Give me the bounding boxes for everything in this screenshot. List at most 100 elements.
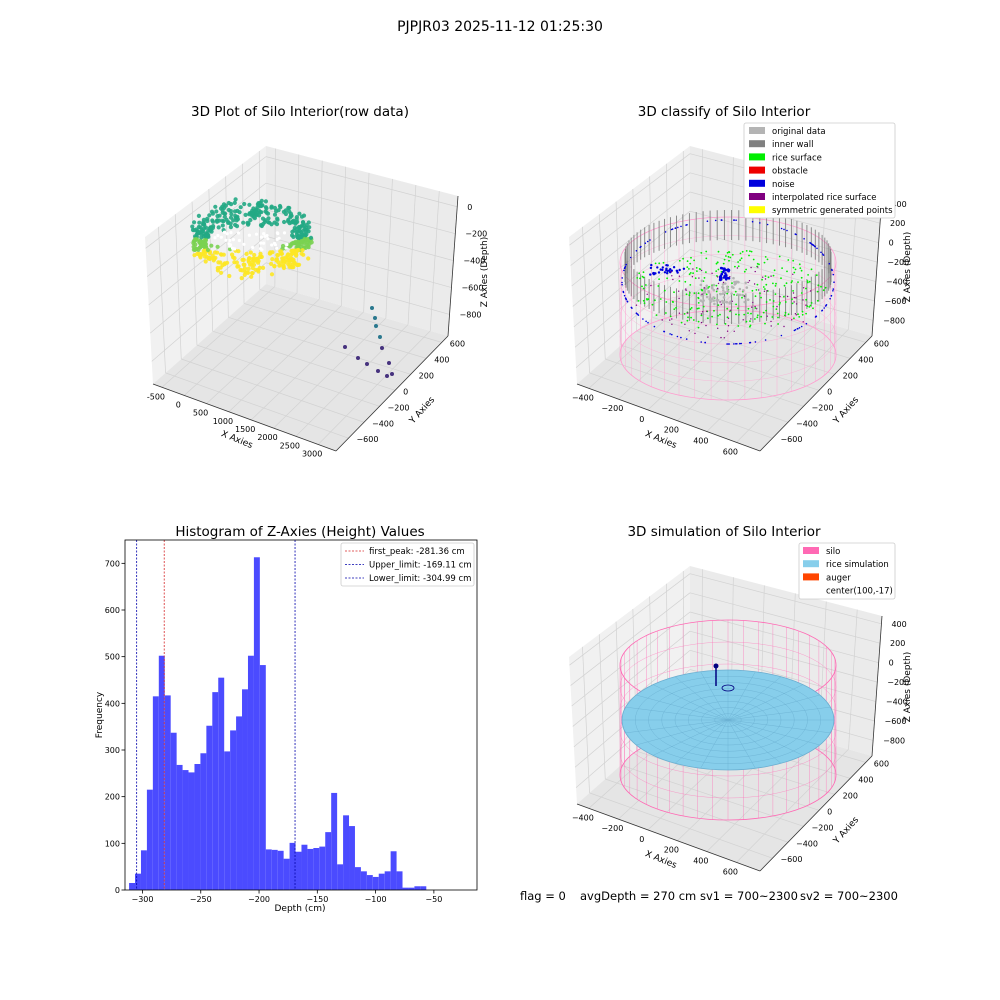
classify-noise-point <box>672 266 676 269</box>
simulation-gridline <box>689 649 876 702</box>
raw-scatter-point <box>196 213 201 218</box>
classify-original-point <box>708 297 711 301</box>
classify-noise-point <box>816 247 818 250</box>
raw-pane-left <box>145 146 266 384</box>
classify-rice-surface-point <box>715 290 718 293</box>
raw-scatter-point <box>214 209 219 214</box>
classify-interpolated-point <box>719 301 721 303</box>
classify-noise-point <box>825 304 827 307</box>
raw-scatter-point <box>257 254 262 259</box>
classify-interpolated-point <box>692 268 694 270</box>
simulation-gridline <box>848 609 858 750</box>
classify-original-point <box>707 289 710 293</box>
histogram-bar <box>384 871 391 890</box>
histogram-bar <box>236 716 243 890</box>
raw-scatter-point <box>259 247 263 251</box>
classify-gridline <box>736 329 849 443</box>
classify-rice-surface-point <box>760 315 763 318</box>
raw-scatter-point <box>196 224 201 230</box>
histogram-bar <box>343 815 350 890</box>
classify-noise-point <box>677 226 679 229</box>
histogram-bar <box>140 850 147 890</box>
histogram-xtick-label: −250 <box>190 895 212 904</box>
raw-scatter-point <box>262 219 267 224</box>
classify-ytick-label: −200 <box>812 403 834 412</box>
simulation-gridline <box>689 630 878 683</box>
classify-interpolated-point <box>743 295 746 297</box>
raw-scatter-point <box>213 236 217 240</box>
histogram-bar <box>182 770 189 890</box>
classify-gridline <box>570 172 691 266</box>
histogram-bar <box>289 842 296 890</box>
classify-noise-point <box>810 242 812 245</box>
classify-rice-surface-point <box>764 275 767 277</box>
histogram-bar <box>319 846 326 890</box>
classify-rice-surface-point <box>645 284 647 286</box>
classify-gridline <box>706 320 820 432</box>
raw-xtick-label: 3000 <box>302 449 322 458</box>
classify-rice-surface-point <box>743 270 746 273</box>
histogram-bar <box>152 696 159 890</box>
classify-rice-surface-point <box>754 295 757 298</box>
raw-xtick-label: 2500 <box>280 441 300 450</box>
raw-scatter-point <box>259 235 264 239</box>
classify-rice-surface-point <box>792 259 795 262</box>
classify-noise-point <box>650 263 653 267</box>
histogram-bar <box>176 764 183 890</box>
histogram-bar <box>313 848 320 890</box>
classify-rice-surface-point <box>700 314 703 317</box>
classify-noise-point <box>831 269 833 272</box>
classify-interpolated-point <box>763 290 766 292</box>
classify-rice-surface-point <box>675 307 677 309</box>
classify-noise-point <box>621 283 623 286</box>
classify-original-point <box>719 292 722 296</box>
classify-original-point <box>702 299 705 302</box>
classify-interpolated-point <box>685 288 687 290</box>
classify-rice-surface-point <box>682 257 684 260</box>
raw-gridline <box>161 286 276 388</box>
raw-scatter-point <box>206 256 211 261</box>
classify-rice-surface-point <box>769 299 771 301</box>
raw-scatter-point <box>260 216 266 221</box>
raw-scatter-point <box>273 243 277 247</box>
classify-noise-point <box>685 338 688 340</box>
classify-xtick-label: 200 <box>664 426 679 435</box>
raw-scatter-point <box>284 246 288 250</box>
classify-noise-point <box>764 339 767 341</box>
classify-rice-surface-point <box>792 266 795 269</box>
classify-noise-point <box>766 223 769 226</box>
classify-interpolated-point <box>748 280 751 282</box>
classify-original-point <box>710 285 714 289</box>
raw-scatter-point <box>233 213 238 218</box>
raw-scatter-point <box>290 233 295 238</box>
raw-scatter-point <box>248 217 253 223</box>
classify-rice-surface-point <box>641 285 643 288</box>
classify-noise-point <box>830 294 833 297</box>
raw-gridline <box>317 330 431 445</box>
raw-scatter-point <box>228 209 233 214</box>
histogram-bar <box>420 886 427 890</box>
classify-noise-point <box>686 224 688 226</box>
classify-rice-surface-point <box>787 313 790 316</box>
raw-scatter-point <box>242 201 247 207</box>
classify-noise-point <box>680 225 682 228</box>
classify-noise-point <box>724 272 727 275</box>
classify-interpolated-point <box>727 317 730 319</box>
simulation-legend-label: center(100,-17) <box>826 587 893 597</box>
classify-rice-surface-point <box>672 301 674 303</box>
histogram-bar <box>206 725 213 890</box>
raw-scatter-point <box>257 265 262 270</box>
simulation-gridline <box>571 611 691 707</box>
raw-scatter-point <box>298 230 303 235</box>
status-line: flag = 0 avgDepth = 270 cm sv1 = 700~230… <box>520 889 898 903</box>
classify-ytick-label: 400 <box>858 355 873 364</box>
simulation-ztick-label: −600 <box>885 717 907 726</box>
raw-scatter-point <box>209 243 214 248</box>
classify-noise-point <box>657 271 661 274</box>
raw-scatter-point <box>254 232 259 236</box>
simulation-rice-mesh <box>636 694 729 721</box>
classify-rice-surface-point <box>690 256 692 259</box>
classify-rice-surface-point <box>646 298 648 301</box>
raw-xtick-label: 0 <box>176 400 181 409</box>
raw-gridline <box>407 185 417 325</box>
